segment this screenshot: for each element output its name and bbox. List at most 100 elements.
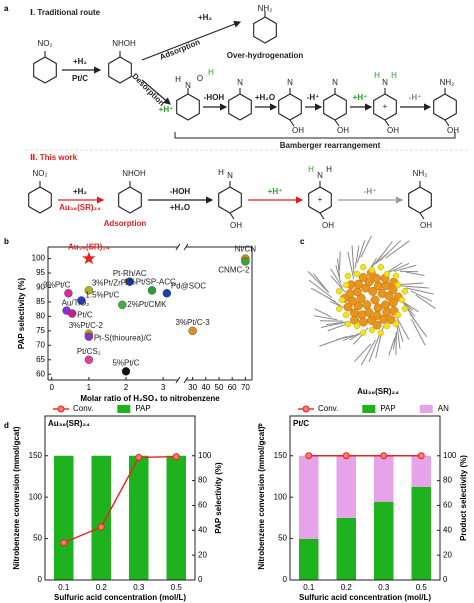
point bbox=[121, 367, 131, 376]
bar bbox=[411, 455, 431, 487]
bracket bbox=[174, 132, 456, 139]
line-point bbox=[60, 539, 68, 547]
ligand-bond bbox=[400, 285, 429, 289]
point-label: 1.5%Pt/C bbox=[85, 291, 119, 300]
gold-atom bbox=[358, 273, 368, 282]
ligand-bond bbox=[307, 271, 329, 293]
sulfur-atom bbox=[360, 263, 367, 271]
x-tick-label: 0.1 bbox=[58, 583, 70, 592]
scheme-text: NH₂ bbox=[440, 78, 455, 87]
scheme-text: +H₂ bbox=[73, 57, 87, 66]
ligand-bond bbox=[354, 245, 360, 269]
scheme-text: +H₂ bbox=[198, 13, 212, 22]
scheme-text: + bbox=[383, 102, 388, 111]
ligand-bond bbox=[314, 315, 338, 321]
panel-label: e bbox=[258, 421, 263, 430]
structure-label: Au₃₆(SR)₂₄ bbox=[357, 387, 399, 396]
y2-tick-label: 60 bbox=[443, 501, 452, 510]
x-axis-title: Sulfuric acid concentration (mol/L) bbox=[299, 593, 431, 602]
ligand-bond bbox=[393, 264, 417, 272]
scheme-text: OH bbox=[230, 221, 242, 230]
legend-swatch bbox=[419, 405, 433, 413]
point bbox=[162, 289, 172, 298]
x-tick-label: 0.2 bbox=[341, 583, 353, 592]
scheme-text: N bbox=[185, 81, 191, 90]
sulfur-atom bbox=[401, 305, 409, 312]
scheme-text: Adsorption bbox=[104, 219, 147, 228]
gold-atom bbox=[384, 291, 394, 301]
sulfur-atom bbox=[383, 322, 391, 330]
ligand-bond bbox=[308, 279, 333, 299]
y2-tick-label: 80 bbox=[443, 476, 452, 485]
scheme-text: NHOH bbox=[122, 169, 146, 178]
scheme-text: N bbox=[287, 78, 293, 87]
ligand-bond bbox=[347, 251, 355, 279]
scheme-text: +H⁺ bbox=[159, 105, 174, 114]
ligand-bond bbox=[405, 271, 425, 276]
ring bbox=[33, 56, 57, 84]
gold-atom bbox=[373, 303, 383, 313]
y-tick-label: 100 bbox=[274, 492, 288, 501]
legend-label: AN bbox=[438, 404, 449, 413]
scheme-text: H bbox=[218, 168, 224, 177]
y2-tick-label: 0 bbox=[198, 575, 203, 584]
point bbox=[147, 286, 157, 295]
bond bbox=[229, 212, 235, 220]
ligand-bond bbox=[314, 308, 332, 318]
ring bbox=[408, 186, 432, 214]
ligand-bond bbox=[354, 343, 372, 362]
scheme-text: OH bbox=[292, 126, 304, 135]
ligand-bond bbox=[395, 314, 410, 340]
scheme-text: OH bbox=[420, 221, 432, 230]
sulfur-atom bbox=[344, 272, 352, 280]
sulfur-atom bbox=[392, 320, 400, 328]
ligand-bond bbox=[385, 240, 410, 259]
scheme-text: H bbox=[374, 71, 380, 80]
point bbox=[241, 257, 250, 266]
scheme-text: N bbox=[382, 78, 388, 87]
y-axis-title: PAP selectivity (%) bbox=[17, 278, 26, 350]
ligand-bond bbox=[335, 265, 342, 283]
sulfur-atom bbox=[335, 305, 343, 312]
point-label: 3%Pt/C bbox=[43, 280, 70, 289]
line-point bbox=[172, 453, 180, 461]
y-tick-label: 150 bbox=[274, 451, 288, 460]
x-axis-title: Sulfuric acid concentration (mol/L) bbox=[54, 593, 186, 602]
sulfur-atom bbox=[353, 270, 361, 278]
point-label: Pt/CS₂ bbox=[77, 347, 101, 356]
bar bbox=[299, 539, 319, 580]
scheme-text: NH₂ bbox=[413, 169, 428, 178]
ligand-bond bbox=[329, 301, 346, 309]
y-tick-label: 100 bbox=[32, 254, 46, 263]
scheme-text: Desorption bbox=[130, 72, 166, 108]
scheme-text: -H⁺ bbox=[409, 93, 422, 102]
y-tick-label: 85 bbox=[36, 297, 45, 306]
ligand-bond bbox=[356, 240, 366, 263]
point-label: 3%Pt/C-2 bbox=[69, 321, 104, 330]
bar bbox=[166, 455, 186, 580]
y-tick-label: 75 bbox=[36, 326, 45, 335]
panel-subtitle: Au₃₆(SR)₂₄ bbox=[48, 419, 90, 428]
bond bbox=[334, 119, 340, 127]
point-label: Pd@SOC bbox=[171, 281, 206, 290]
panel-label: a bbox=[4, 4, 9, 13]
point bbox=[67, 309, 77, 318]
x-tick-label: 30 bbox=[188, 383, 197, 392]
scheme-text: +H₂O bbox=[170, 203, 190, 212]
x-tick-label: 0.2 bbox=[96, 583, 108, 592]
legend-swatch bbox=[117, 405, 131, 413]
scheme-text: NO₂ bbox=[37, 39, 52, 48]
point-label: Ni/CN bbox=[235, 245, 257, 254]
panel-label: c bbox=[300, 237, 305, 246]
scheme-text: H bbox=[308, 165, 314, 174]
ligand-bond bbox=[360, 235, 372, 258]
sulfur-atom bbox=[368, 266, 376, 274]
scheme-text: NO₂ bbox=[32, 169, 47, 178]
sulfur-atom bbox=[383, 270, 391, 278]
ring bbox=[176, 93, 200, 121]
ligand-bond bbox=[388, 337, 396, 356]
star-point bbox=[82, 251, 96, 265]
sulfur-atom bbox=[342, 311, 350, 319]
scheme-text: OH bbox=[337, 126, 349, 135]
point bbox=[84, 286, 94, 295]
